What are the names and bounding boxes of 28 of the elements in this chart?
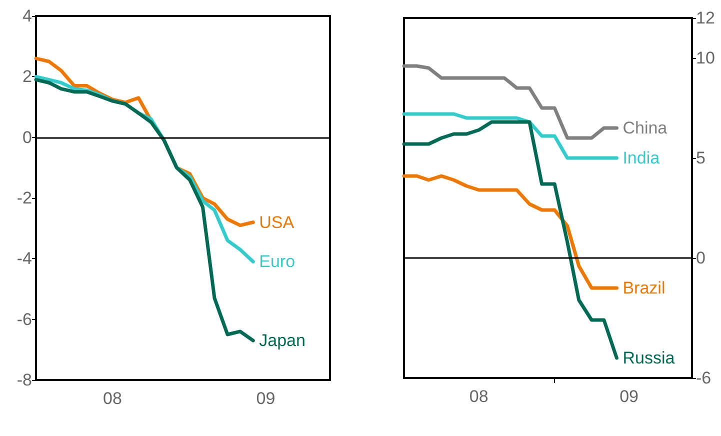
line-series	[402, 120, 618, 360]
series-label: India	[622, 148, 660, 168]
series-label: Russia	[622, 348, 676, 368]
y2-tick-label: -6	[696, 368, 712, 388]
y-tick-label: -6	[16, 310, 32, 329]
series-label: Japan	[259, 331, 306, 350]
line-series	[402, 174, 618, 290]
y-tick-label: 4	[22, 6, 32, 26]
series-label: Euro	[259, 252, 296, 272]
series-label: Brazil	[622, 278, 666, 298]
x-tick-label: 08	[102, 389, 122, 408]
line-series	[34, 78, 255, 342]
y2-tick-label: 5	[696, 148, 706, 168]
series-label: USA	[259, 212, 295, 232]
y2-tick-label: 0	[696, 248, 706, 268]
y2-tick-label: 10	[696, 48, 715, 68]
line-series	[402, 64, 618, 140]
x-tick-label: 09	[620, 387, 639, 406]
y-tick-label: -2	[16, 188, 32, 208]
y2-tick-label: 12	[696, 8, 715, 28]
x-tick-label: 09	[256, 389, 276, 408]
series-label: China	[622, 118, 668, 138]
x-tick-label: 08	[469, 387, 488, 406]
y-tick-label: -8	[16, 370, 32, 390]
line-series	[402, 112, 618, 160]
y-tick-label: 2	[22, 67, 32, 86]
y-tick-label: 0	[22, 128, 32, 147]
y-tick-label: -4	[16, 249, 32, 268]
